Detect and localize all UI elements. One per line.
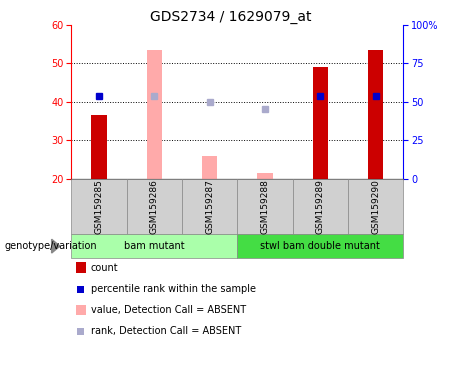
Text: GSM159287: GSM159287 <box>205 179 214 234</box>
Bar <box>91 115 107 179</box>
Text: GSM159286: GSM159286 <box>150 179 159 234</box>
Text: GSM159288: GSM159288 <box>260 179 270 234</box>
Text: percentile rank within the sample: percentile rank within the sample <box>91 284 256 294</box>
Text: GSM159289: GSM159289 <box>316 179 325 234</box>
Bar <box>202 156 218 179</box>
Text: GDS2734 / 1629079_at: GDS2734 / 1629079_at <box>150 10 311 23</box>
Text: stwl bam double mutant: stwl bam double mutant <box>260 241 380 251</box>
Text: GSM159290: GSM159290 <box>371 179 380 234</box>
Bar <box>368 50 384 179</box>
Bar <box>313 67 328 179</box>
Text: bam mutant: bam mutant <box>124 241 185 251</box>
Bar <box>257 173 273 179</box>
Text: count: count <box>91 263 118 273</box>
Text: value, Detection Call = ABSENT: value, Detection Call = ABSENT <box>91 305 246 315</box>
Bar <box>147 50 162 179</box>
Text: GSM159285: GSM159285 <box>95 179 104 234</box>
Text: rank, Detection Call = ABSENT: rank, Detection Call = ABSENT <box>91 326 241 336</box>
Text: genotype/variation: genotype/variation <box>5 241 97 251</box>
Polygon shape <box>52 239 60 253</box>
